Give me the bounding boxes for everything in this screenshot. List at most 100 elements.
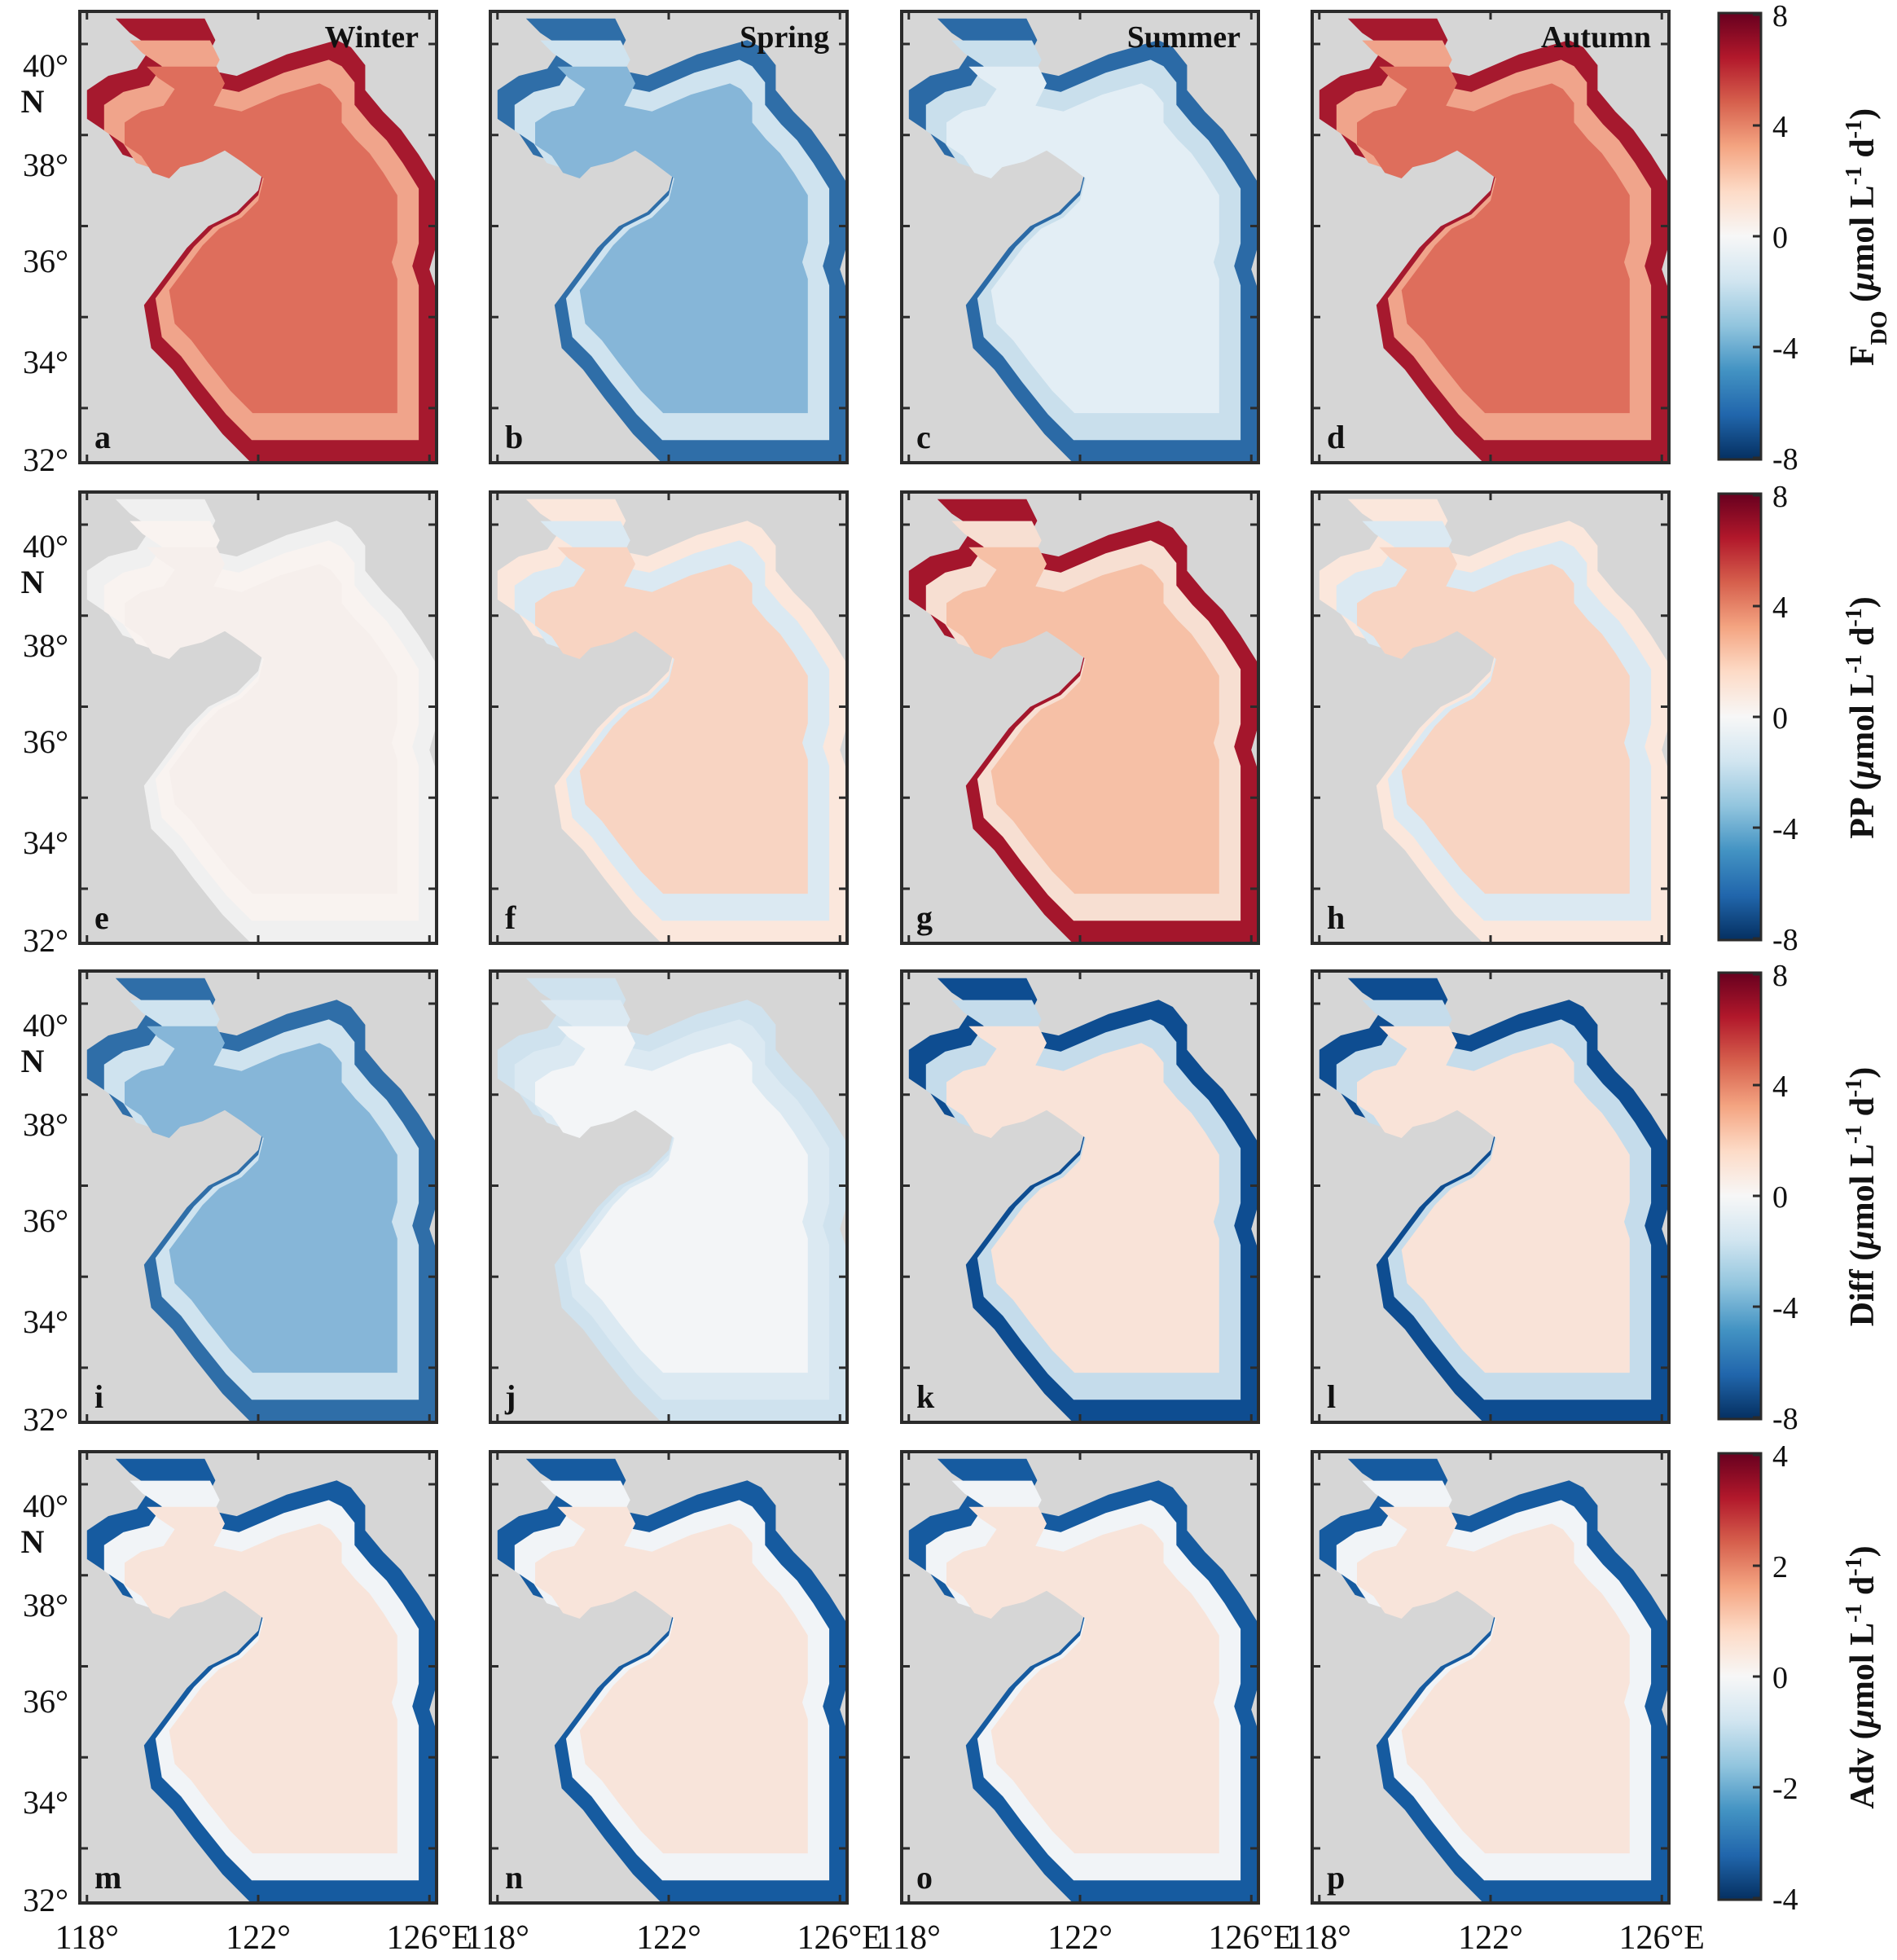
label-part: -1 bbox=[1842, 608, 1867, 626]
lat-tick-label: 32° bbox=[23, 1882, 68, 1918]
lon-tick-label: 122° bbox=[636, 1919, 701, 1957]
map-panel-k: k bbox=[900, 969, 1260, 1424]
lat-tick-label: 36° bbox=[23, 1202, 68, 1239]
label-part: -1 bbox=[1842, 1557, 1867, 1575]
lat-tick-label: 32° bbox=[23, 442, 68, 478]
sea-interior bbox=[535, 547, 808, 894]
label-part: d bbox=[1844, 1576, 1882, 1604]
lon-tick-label: 126°E bbox=[797, 1919, 883, 1957]
label-part: PP bbox=[1844, 798, 1882, 839]
lon-tick-label: 126°E bbox=[387, 1919, 472, 1957]
label-part: ) bbox=[1844, 596, 1882, 608]
label-part: ) bbox=[1844, 108, 1882, 120]
sea-interior bbox=[946, 66, 1219, 414]
label-part: DO bbox=[1867, 310, 1892, 345]
season-label: Summer bbox=[1127, 20, 1241, 55]
lat-tick-label: 34° bbox=[23, 824, 68, 861]
colorbar-tick-label: -8 bbox=[1772, 923, 1798, 957]
map-panel-e: e bbox=[78, 490, 438, 945]
label-part: d bbox=[1844, 1097, 1882, 1125]
axes-labels: 40°38°36°34°32°N40°38°36°34°32°N40°38°36… bbox=[21, 47, 1705, 1957]
colorbar-tick-label: -4 bbox=[1772, 1883, 1798, 1917]
label-part: μ bbox=[1844, 1709, 1882, 1729]
label-part: μ bbox=[1844, 760, 1882, 780]
sea-interior bbox=[125, 547, 397, 894]
lat-tick-label: 40° bbox=[23, 528, 68, 565]
panel-letter: e bbox=[94, 899, 109, 936]
colorbar-tick-label: 0 bbox=[1772, 221, 1788, 255]
label-part: d bbox=[1844, 138, 1882, 166]
lat-tick-label: 40° bbox=[23, 1007, 68, 1044]
lat-tick-label: 34° bbox=[23, 344, 68, 380]
label-part: ( bbox=[1844, 291, 1882, 311]
lat-unit-label: N bbox=[21, 1043, 45, 1079]
label-part: F bbox=[1844, 345, 1882, 366]
colorbar-row-2: 840-4-8PP (μmol L-1 d-1) bbox=[1717, 480, 1882, 957]
label-part: mol L bbox=[1844, 1144, 1882, 1230]
map-panel-h: h bbox=[1311, 490, 1671, 945]
panel-letter: b bbox=[505, 419, 523, 455]
lat-tick-label: 38° bbox=[23, 1106, 68, 1143]
label-part: -1 bbox=[1842, 1604, 1867, 1623]
sea-interior bbox=[1357, 1506, 1630, 1854]
season-label: Winter bbox=[325, 20, 419, 55]
label-part: Diff bbox=[1844, 1268, 1882, 1326]
lat-unit-label: N bbox=[21, 1523, 45, 1560]
map-panel-o: o bbox=[900, 1450, 1260, 1905]
colorbar-tick-label: 4 bbox=[1772, 110, 1788, 144]
lat-tick-label: 38° bbox=[23, 627, 68, 664]
sea-interior bbox=[125, 1026, 397, 1373]
map-panel-d: d Autumn bbox=[1311, 10, 1671, 464]
lon-tick-label: 118° bbox=[466, 1919, 529, 1957]
colorbar-tick-label: 8 bbox=[1772, 480, 1788, 514]
season-label: Autumn bbox=[1541, 20, 1651, 55]
colorbar-label: Adv (μmol L-1 d-1) bbox=[1842, 1545, 1882, 1808]
lat-tick-label: 40° bbox=[23, 47, 68, 84]
label-part: -1 bbox=[1842, 1079, 1867, 1097]
lon-tick-label: 122° bbox=[1458, 1919, 1523, 1957]
label-part: ( bbox=[1844, 1728, 1882, 1748]
sea-interior bbox=[1357, 66, 1630, 414]
sea-interior bbox=[946, 547, 1219, 894]
map-panel-l: l bbox=[1311, 969, 1671, 1424]
colorbar-tick-label: 0 bbox=[1772, 1661, 1788, 1695]
panel-letter: m bbox=[94, 1859, 121, 1896]
colorbar-tick-label: 0 bbox=[1772, 1180, 1788, 1215]
panel-letter: c bbox=[916, 419, 931, 455]
sea-interior bbox=[535, 1026, 808, 1373]
sea-interior bbox=[1357, 1026, 1630, 1373]
label-part: Adv bbox=[1844, 1748, 1882, 1809]
map-panel-p: p bbox=[1311, 1450, 1671, 1905]
label-part: -1 bbox=[1842, 1125, 1867, 1144]
colorbar-tick-label: -4 bbox=[1772, 812, 1798, 846]
label-part: μ bbox=[1844, 1230, 1882, 1250]
label-part: μ bbox=[1844, 272, 1882, 292]
map-panel-a: a Winter bbox=[78, 10, 438, 464]
lon-tick-label: 118° bbox=[1288, 1919, 1351, 1957]
colorbar-tick-label: 4 bbox=[1772, 1070, 1788, 1104]
map-panel-b: b Spring bbox=[489, 10, 849, 464]
colorbar-tick-label: -8 bbox=[1772, 442, 1798, 477]
lat-tick-label: 40° bbox=[23, 1488, 68, 1524]
label-part: -1 bbox=[1842, 166, 1867, 185]
map-panel-n: n bbox=[489, 1450, 849, 1905]
lat-unit-label: N bbox=[21, 564, 45, 600]
panel-letter: j bbox=[504, 1378, 516, 1415]
label-part: mol L bbox=[1844, 674, 1882, 760]
panel-letter: a bbox=[94, 419, 111, 455]
panel-letter: k bbox=[916, 1378, 935, 1415]
map-panel-g: g bbox=[900, 490, 1260, 945]
panel-letter: g bbox=[916, 899, 933, 936]
colorbar-tick-label: -8 bbox=[1772, 1402, 1798, 1436]
sea-interior bbox=[946, 1026, 1219, 1373]
label-part: ( bbox=[1844, 1250, 1882, 1270]
colorbar-tick-label: 2 bbox=[1772, 1550, 1788, 1584]
panel-letter: o bbox=[916, 1859, 933, 1896]
colorbar-label: FDO (μmol L-1 d-1) bbox=[1842, 108, 1892, 366]
map-panel-f: f bbox=[489, 490, 849, 945]
label-part: mol L bbox=[1844, 1623, 1882, 1709]
